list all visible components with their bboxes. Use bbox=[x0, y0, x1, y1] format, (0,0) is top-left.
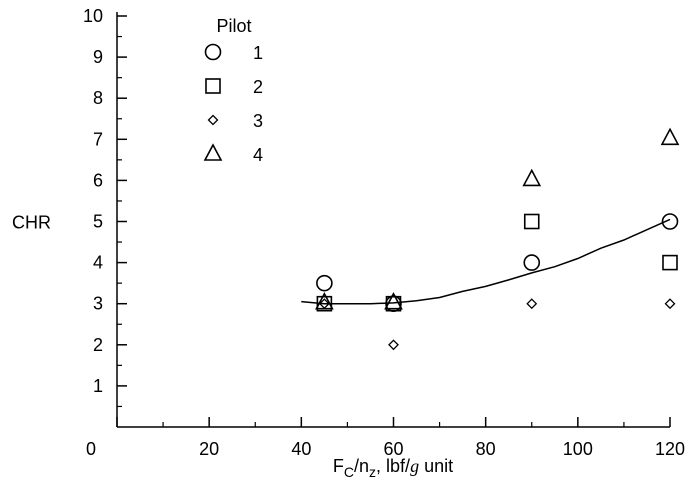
legend-marker-circle bbox=[204, 43, 222, 61]
x-tick-label: 0 bbox=[86, 439, 96, 459]
x-tick-label: 80 bbox=[476, 439, 496, 459]
x-label-mid: /n bbox=[354, 456, 369, 476]
marker-diamond-pilot-3 bbox=[526, 298, 538, 310]
y-tick-label: 5 bbox=[93, 212, 103, 232]
y-tick-label: 6 bbox=[93, 170, 103, 190]
x-tick-label: 100 bbox=[563, 439, 593, 459]
marker-circle-pilot-1 bbox=[316, 274, 333, 292]
legend-marker-square bbox=[205, 78, 221, 94]
data-markers bbox=[315, 127, 680, 351]
legend-marker-diamond bbox=[207, 114, 219, 126]
x-label-sub2: z bbox=[369, 464, 376, 480]
marker-square-pilot-2 bbox=[316, 295, 333, 312]
marker-square-pilot-2 bbox=[385, 295, 402, 312]
y-tick-label: 10 bbox=[83, 6, 103, 26]
marker-triangle-pilot-4 bbox=[522, 168, 542, 187]
marker-square-pilot-2 bbox=[662, 254, 678, 271]
marker-diamond-pilot-3 bbox=[388, 339, 399, 351]
legend: Pilot 1 2 3 4 bbox=[203, 16, 263, 165]
y-tick-label: 9 bbox=[93, 47, 103, 67]
fit-curve bbox=[301, 218, 671, 305]
legend-label: 2 bbox=[253, 77, 263, 97]
y-tick-label: 4 bbox=[93, 253, 103, 273]
x-tick-label: 20 bbox=[199, 439, 219, 459]
legend-label: 3 bbox=[253, 111, 263, 131]
x-tick-label: 40 bbox=[291, 439, 311, 459]
axes bbox=[116, 12, 670, 428]
marker-triangle-pilot-4 bbox=[384, 292, 403, 310]
x-axis-label: FC/nz, lbf/g unit bbox=[333, 456, 453, 480]
marker-circle-pilot-1 bbox=[523, 254, 541, 271]
marker-diamond-pilot-3 bbox=[664, 298, 676, 310]
legend-title: Pilot bbox=[216, 16, 251, 36]
y-tick-label: 7 bbox=[93, 129, 103, 149]
x-label-sub1: C bbox=[344, 464, 354, 480]
x-tick-label: 120 bbox=[655, 439, 685, 459]
y-tick-label: 1 bbox=[93, 376, 103, 396]
x-label-italic: g bbox=[410, 456, 419, 476]
fit-curve-line bbox=[301, 218, 671, 305]
x-label-tail: , lbf/ bbox=[376, 456, 410, 476]
legend-label: 1 bbox=[253, 43, 263, 63]
y-tick-label: 3 bbox=[93, 294, 103, 314]
legend-marker-triangle bbox=[203, 143, 223, 161]
x-label-base: F bbox=[333, 456, 344, 476]
x-tick-label: 60 bbox=[383, 439, 403, 459]
marker-square-pilot-2 bbox=[523, 213, 540, 230]
x-label-end: unit bbox=[419, 456, 453, 476]
legend-label: 4 bbox=[253, 145, 263, 165]
marker-triangle-pilot-4 bbox=[660, 127, 680, 146]
y-axis-label: CHR bbox=[12, 213, 51, 233]
marker-circle-pilot-1 bbox=[661, 213, 679, 230]
y-tick-label: 2 bbox=[93, 335, 103, 355]
y-tick-label: 8 bbox=[93, 88, 103, 108]
marker-triangle-pilot-4 bbox=[315, 292, 334, 310]
